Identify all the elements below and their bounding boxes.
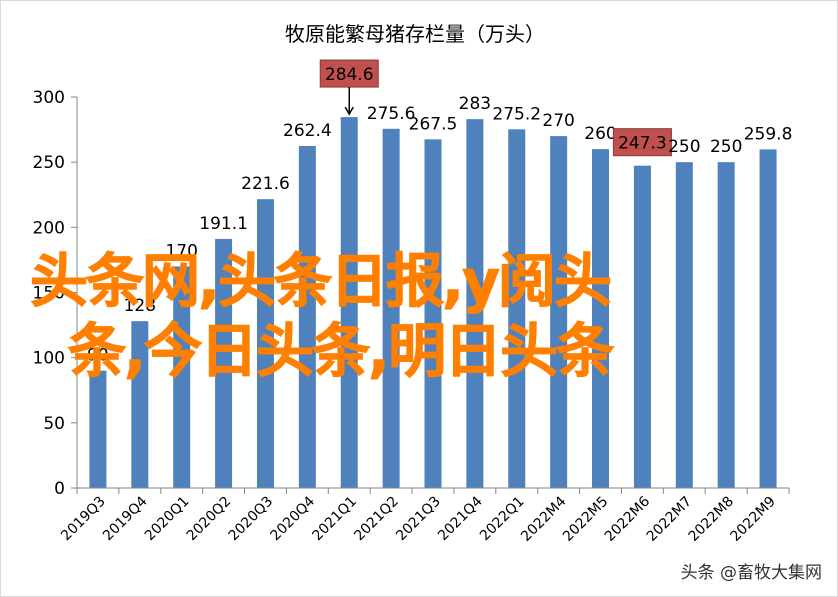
overlay-headline-line-2: 条,今日头条,明日头条 — [67, 317, 614, 386]
overlay-headline-line-1: 头条网,头条日报,y阅头 — [30, 247, 613, 316]
bar-2020Q4 — [298, 146, 316, 488]
data-label: 128 — [124, 296, 156, 316]
y-tick-label: 0 — [54, 479, 65, 499]
data-label: 90 — [87, 346, 109, 366]
data-label: 250 — [668, 137, 700, 157]
chart-title: 牧原能繁母猪存栏量（万头） — [285, 22, 545, 46]
bar-2021Q2 — [382, 128, 400, 488]
bar-2022M7 — [675, 162, 693, 488]
bar-2022M6 — [633, 165, 651, 488]
data-label: 221.6 — [241, 174, 290, 194]
y-tick-label: 150 — [33, 284, 65, 304]
bar-2022M4 — [550, 136, 568, 488]
bar-2020Q2 — [215, 238, 233, 488]
bar-2022M5 — [592, 149, 610, 488]
bar-2021Q1 — [340, 117, 358, 488]
data-label: 275.6 — [367, 104, 416, 124]
bar-2021Q3 — [424, 139, 442, 488]
bar-2020Q1 — [173, 266, 191, 488]
y-tick-label: 200 — [33, 218, 65, 238]
highlight-label-box — [319, 59, 379, 88]
data-label: 247.3 — [618, 134, 667, 154]
bar-2022Q1 — [508, 129, 526, 488]
bar-2022M8 — [717, 162, 735, 488]
data-label: 284.6 — [325, 65, 374, 85]
bar-2022M9 — [759, 149, 777, 489]
bar-2020Q3 — [256, 199, 274, 488]
highlight-label-box — [612, 128, 672, 157]
bar-2019Q4 — [131, 321, 149, 488]
y-tick-label: 300 — [33, 88, 65, 108]
bar-2021Q4 — [466, 119, 484, 488]
callout-arrow-head — [344, 106, 354, 116]
bar-2019Q3 — [89, 370, 107, 488]
data-label: 170 — [165, 241, 197, 261]
y-tick-label: 250 — [33, 153, 65, 173]
y-tick-label: 50 — [43, 414, 65, 434]
data-label: 191.1 — [199, 214, 248, 234]
data-label: 270 — [542, 111, 574, 131]
data-label: 260 — [584, 124, 616, 144]
data-label: 259.8 — [744, 124, 793, 144]
data-label: 250 — [710, 137, 742, 157]
data-label: 275.2 — [492, 104, 541, 124]
data-label: 283 — [459, 94, 491, 114]
y-tick-label: 100 — [33, 349, 65, 369]
data-label: 262.4 — [283, 121, 332, 141]
data-label: 267.5 — [409, 114, 458, 134]
watermark: 头条 @畜牧大集网 — [680, 563, 822, 583]
